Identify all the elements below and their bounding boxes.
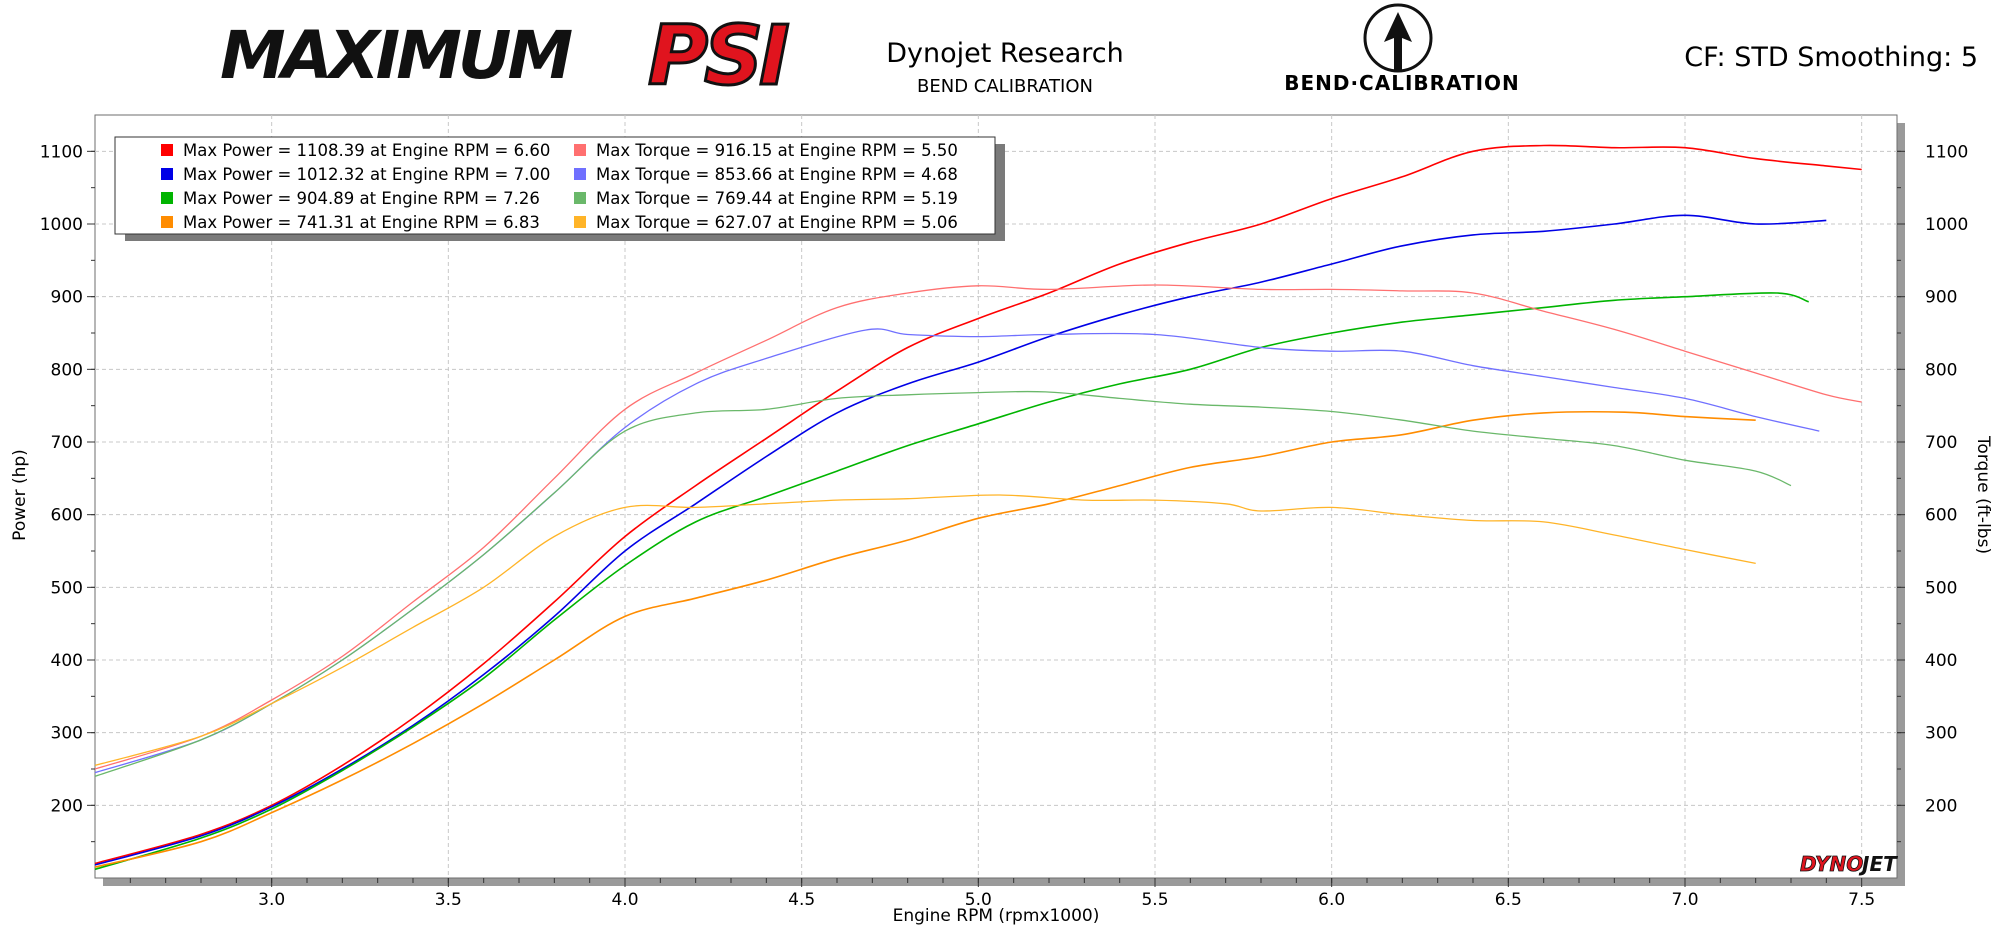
y-left-tick-label: 900 [51,288,83,308]
y-right-tick-label: 800 [1925,360,1957,380]
legend-swatch [574,216,586,228]
y-left-tick-label: 500 [51,578,83,598]
torque-series-line-7 [94,494,1756,767]
legend-entry: Max Power = 1108.39 at Engine RPM = 6.60 [183,141,550,160]
header: MAXIMUM PSI Dynojet Research BEND CALIBR… [220,3,1978,106]
y-right-tick-label: 1100 [1925,142,1968,162]
legend: Max Power = 1108.39 at Engine RPM = 6.60… [114,136,1005,241]
y-right-tick-label: 1000 [1925,215,1968,235]
y-right-tick-label: 400 [1925,651,1957,671]
logo-maximum-text: MAXIMUM [220,17,572,94]
x-tick-label: 7.0 [1671,890,1698,910]
y-right-tick-label: 200 [1925,796,1957,816]
y-left-tick-label: 700 [51,433,83,453]
power-series-line-3 [94,411,1756,868]
power-series-line-0 [94,144,1862,865]
legend-swatch [161,144,173,156]
maximum-psi-logo: MAXIMUM PSI [220,8,794,106]
legend-swatch [161,216,173,228]
power-series-line-1 [94,214,1827,866]
y-left-tick-label: 400 [51,651,83,671]
watermark-dyno-text: DYNO [1800,852,1863,876]
legend-entry: Max Power = 741.31 at Engine RPM = 6.83 [183,213,540,232]
y-right-tick-label: 500 [1925,578,1957,598]
legend-box [114,136,996,235]
y-left-tick-label: 200 [51,796,83,816]
legend-entry: Max Torque = 853.66 at Engine RPM = 4.68 [596,165,958,184]
y-left-tick-label: 800 [51,360,83,380]
x-axis-label: Engine RPM (rpmx1000) [893,906,1100,926]
y-left-tick-label: 600 [51,506,83,526]
power-series-line-2 [94,292,1809,871]
x-tick-label: 3.5 [435,890,462,910]
legend-entry: Max Power = 904.89 at Engine RPM = 7.26 [183,189,540,208]
x-tick-label: 5.5 [1141,890,1168,910]
y-right-tick-label: 600 [1925,506,1957,526]
y-axis-label-right: Torque (ft-lbs) [1973,435,1993,554]
dynojet-watermark: DYNO JET [1800,852,1899,877]
chart-subtitle: BEND CALIBRATION [917,76,1093,97]
torque-series-line-4 [94,284,1862,770]
x-tick-label: 4.0 [611,890,638,910]
x-tick-label: 6.5 [1495,890,1522,910]
plot-area [94,114,1898,879]
x-tick-label: 5.0 [965,890,992,910]
x-tick-label: 6.0 [1318,890,1345,910]
y-axis-label-left: Power (hp) [10,449,30,541]
legend-swatch [161,168,173,180]
logo-arrow-icon [1384,12,1412,70]
bend-calibration-logo: BEND·CALIBRATION [1284,3,1520,95]
chart-title: Dynojet Research [886,38,1124,69]
y-right-tick-label: 300 [1925,724,1957,744]
legend-swatch [574,144,586,156]
legend-entry: Max Torque = 916.15 at Engine RPM = 5.50 [596,141,958,160]
x-tick-label: 7.5 [1848,890,1875,910]
x-tick-label: 4.5 [788,890,815,910]
torque-series-line-6 [94,390,1792,777]
legend-entry: Max Power = 1012.32 at Engine RPM = 7.00 [183,165,550,184]
legend-entry: Max Torque = 769.44 at Engine RPM = 5.19 [596,189,958,208]
logo-bend-calibration-text: BEND·CALIBRATION [1284,71,1520,95]
y-left-tick-label: 1000 [40,215,83,235]
ticks: 3.0 3.5 4.0 4.5 5.0 5.5 6.0 6.5 7.0 7.5 200 200 300 3… [40,142,1969,910]
y-left-tick-label: 1100 [40,142,83,162]
settings-text: CF: STD Smoothing: 5 [1684,42,1978,73]
watermark-jet-text: JET [1858,852,1898,876]
grid [95,115,1897,878]
legend-entry: Max Torque = 627.07 at Engine RPM = 5.06 [596,213,958,232]
legend-swatch [161,192,173,204]
y-right-tick-label: 700 [1925,433,1957,453]
x-tick-label: 3.0 [258,890,285,910]
logo-psi-text: PSI [648,9,788,104]
logo-circle-icon [1363,3,1433,73]
y-left-tick-label: 300 [51,724,83,744]
legend-swatch [574,192,586,204]
y-right-tick-label: 900 [1925,288,1957,308]
series-lines [94,144,1862,871]
legend-swatch [574,168,586,180]
